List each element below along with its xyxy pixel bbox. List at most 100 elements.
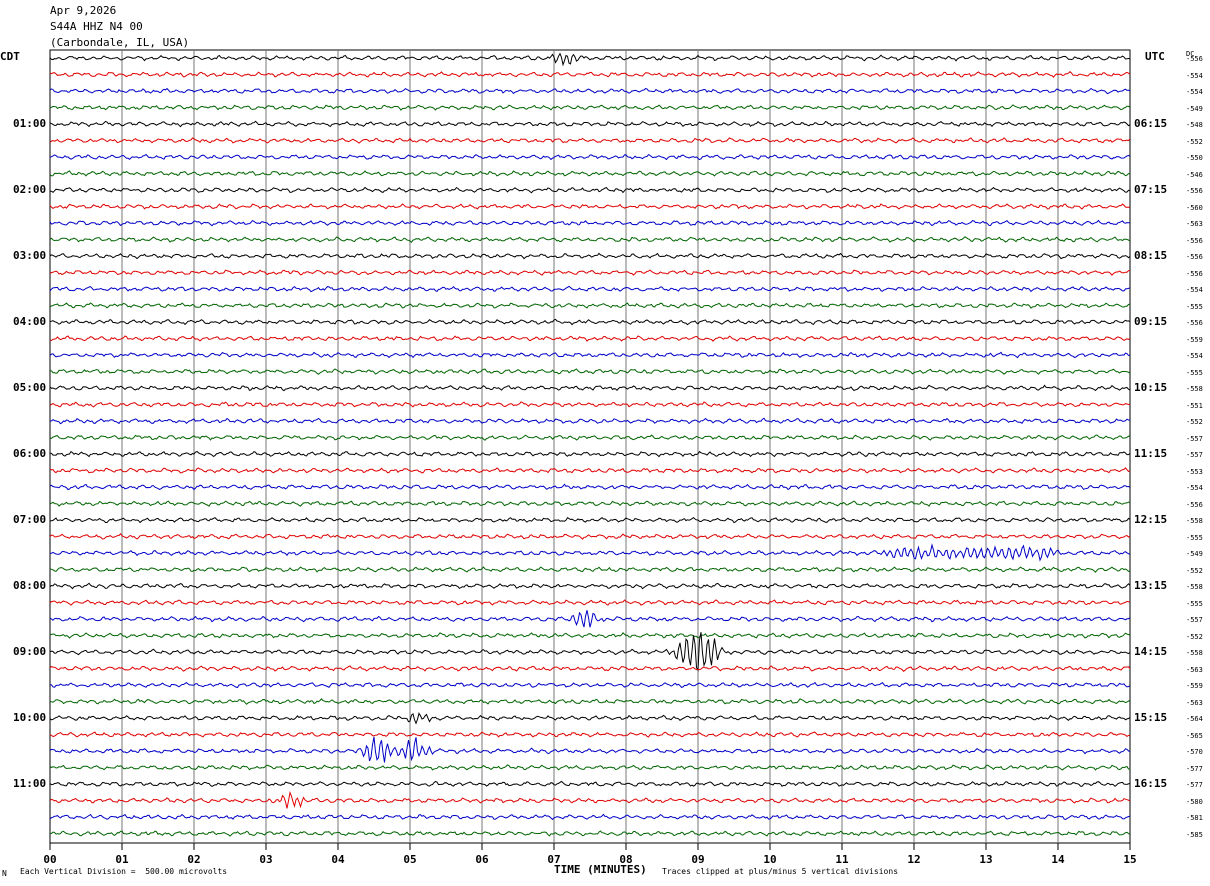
dc-offset-label: -552: [1186, 632, 1203, 641]
seismic-trace-6: [49, 137, 1131, 144]
dc-offset-label: -564: [1186, 715, 1203, 723]
seismic-trace-9: [50, 186, 1131, 194]
seismic-trace-17: [49, 318, 1131, 326]
dc-offset-label: -554: [1186, 88, 1203, 96]
right-time-label: 14:15: [1134, 645, 1168, 658]
dc-offset-label: -549: [1186, 104, 1203, 113]
right-time-label: 10:15: [1134, 381, 1168, 394]
x-tick-label-10: 10: [763, 853, 777, 866]
seismic-trace-36: [49, 632, 1131, 639]
seismic-trace-47: [49, 813, 1131, 821]
seismic-trace-31: [49, 543, 1131, 562]
dc-offset-label: -554: [1186, 352, 1203, 360]
seismic-trace-33: [49, 582, 1131, 590]
seismic-trace-24: [49, 434, 1131, 441]
dc-offset-label: -555: [1186, 599, 1203, 608]
seismic-trace-13: [49, 252, 1131, 260]
seismic-trace-23: [49, 417, 1131, 425]
dc-offset-label: -557: [1186, 451, 1203, 459]
seismic-trace-30: [49, 533, 1131, 540]
seismic-traces: [49, 52, 1131, 837]
dc-offset-label: -554: [1186, 484, 1203, 492]
seismic-trace-2: [49, 71, 1131, 78]
header-station: S44A HHZ N4 00: [50, 20, 143, 33]
dc-offset-label: -581: [1186, 814, 1203, 822]
seismic-trace-8: [49, 170, 1131, 177]
left-time-label: 03:00: [13, 249, 47, 262]
seismic-trace-39: [49, 681, 1131, 689]
x-tick-label-07: 07: [547, 853, 561, 866]
right-time-label: 06:15: [1134, 117, 1168, 130]
seismic-trace-37: [49, 632, 1131, 672]
seismic-trace-3: [49, 87, 1131, 95]
seismic-trace-26: [49, 467, 1131, 474]
dc-offset-label: -552: [1186, 566, 1203, 575]
dc-offset-label: -555: [1186, 368, 1203, 377]
left-time-label: 02:00: [13, 183, 47, 196]
dc-offset-label: -563: [1186, 665, 1203, 674]
left-time-label: 10:00: [13, 711, 47, 724]
dc-offset-label: -559: [1186, 682, 1203, 690]
left-time-label: 06:00: [13, 447, 47, 460]
header-location: (Carbondale, IL, USA): [50, 36, 190, 49]
left-time-label: 07:00: [13, 513, 47, 526]
x-tick-label-03: 03: [259, 853, 273, 866]
seismic-trace-21: [49, 384, 1131, 392]
right-time-label: 13:15: [1134, 579, 1168, 592]
left-timezone-caption: CDT: [0, 50, 20, 63]
seismic-trace-48: [49, 830, 1131, 837]
x-tick-label-06: 06: [475, 853, 489, 866]
dc-offset-label: -556: [1186, 187, 1203, 195]
right-time-label: 11:15: [1134, 447, 1168, 460]
header-date: Apr 9,2026: [50, 4, 117, 17]
seismic-trace-45: [49, 780, 1131, 787]
seismic-trace-10: [49, 203, 1131, 210]
seismic-trace-16: [49, 302, 1130, 309]
right-timezone-caption: UTC: [1145, 50, 1165, 63]
left-time-label: 01:00: [13, 117, 47, 130]
seismic-trace-43: [49, 736, 1131, 763]
seismic-trace-15: [49, 285, 1131, 293]
dc-offset-label: -580: [1186, 797, 1203, 806]
seismic-trace-41: [49, 712, 1131, 725]
seismic-trace-4: [49, 104, 1131, 111]
dc-offset-label: -558: [1186, 649, 1203, 657]
seismic-trace-27: [49, 483, 1131, 491]
dc-offset-label: -577: [1186, 781, 1203, 789]
left-time-label: 08:00: [13, 579, 47, 592]
seismic-trace-19: [49, 351, 1130, 359]
seismic-trace-1: [49, 52, 1131, 67]
dc-offset-label: -557: [1186, 616, 1203, 624]
seismic-trace-25: [49, 450, 1131, 458]
dc-offset-label: -556: [1186, 319, 1203, 327]
right-time-label: 12:15: [1134, 513, 1168, 526]
dc-caption: DC: [1186, 50, 1195, 58]
dc-offset-label: -563: [1186, 220, 1203, 228]
dc-offset-label: -556: [1186, 269, 1203, 278]
dc-offset-label: -556: [1186, 253, 1203, 261]
clip-note: Traces clipped at plus/minus 5 vertical …: [662, 867, 899, 876]
dc-offset-label: -557: [1186, 434, 1203, 443]
seismic-trace-14: [49, 269, 1131, 276]
seismic-trace-35: [49, 610, 1131, 628]
dc-offset-label: -559: [1186, 335, 1203, 344]
right-time-label: 16:15: [1134, 777, 1168, 790]
north-marker: N: [2, 869, 7, 878]
seismic-trace-46: [49, 790, 1131, 809]
seismic-trace-28: [49, 500, 1131, 507]
scale-note: Each Vertical Division = 500.00 microvol…: [20, 867, 228, 876]
dc-offset-label: -554: [1186, 71, 1203, 80]
left-time-label: 11:00: [13, 777, 47, 790]
left-time-label: 09:00: [13, 645, 47, 658]
dc-offset-label: -556: [1186, 500, 1203, 509]
vertical-grid: [121, 50, 1059, 843]
left-time-label: 04:00: [13, 315, 47, 328]
x-tick-label-05: 05: [403, 853, 417, 866]
dc-offset-label: -546: [1186, 170, 1203, 179]
seismic-trace-44: [49, 764, 1131, 771]
dc-offset-label: -585: [1186, 830, 1203, 839]
x-tick-label-12: 12: [907, 853, 921, 866]
seismic-trace-29: [49, 516, 1131, 524]
dc-offset-label: -558: [1186, 385, 1203, 393]
dc-offset-label: -558: [1186, 583, 1203, 591]
